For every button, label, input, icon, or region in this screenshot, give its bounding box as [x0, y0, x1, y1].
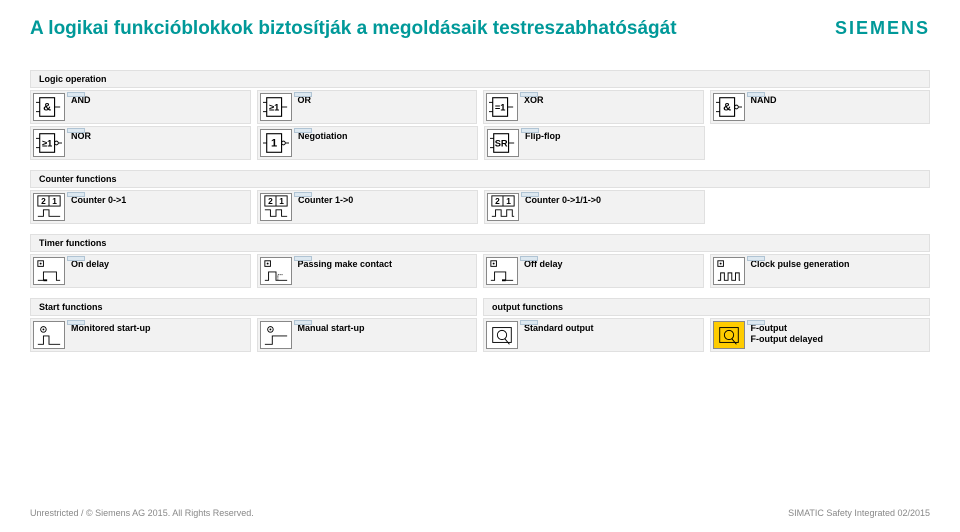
- svg-text:&: &: [43, 102, 51, 114]
- section-timer: Timer functions On delay Passing make co…: [30, 234, 930, 288]
- block-negotiation: 1 Negotiation: [257, 126, 478, 160]
- block-flipflop: SR Flip-flop: [484, 126, 705, 160]
- block-nor: ≥1 NOR: [30, 126, 251, 160]
- svg-text:2: 2: [268, 196, 273, 206]
- block-on-delay: On delay: [30, 254, 251, 288]
- section-header-counter: Counter functions: [30, 170, 930, 188]
- passing-make-icon: [260, 257, 292, 285]
- section-header-timer: Timer functions: [30, 234, 930, 252]
- section-start: Start functions Monitored start-up Manua…: [30, 298, 477, 352]
- footer-product: SIMATIC Safety Integrated 02/2015: [788, 508, 930, 518]
- label-clock-pulse: Clock pulse generation: [751, 257, 850, 270]
- label-passing-make: Passing make contact: [298, 257, 393, 270]
- svg-text:2: 2: [41, 196, 46, 206]
- xor-icon: =1: [486, 93, 518, 121]
- block-standard-output: Standard output: [483, 318, 704, 352]
- block-clock-pulse: Clock pulse generation: [710, 254, 931, 288]
- on-delay-icon: [33, 257, 65, 285]
- section-header-logic: Logic operation: [30, 70, 930, 88]
- block-counter-10: 21 Counter 1->0: [257, 190, 478, 224]
- counter-01-icon: 21: [33, 193, 65, 221]
- block-or: ≥1 OR: [257, 90, 478, 124]
- footer-copyright: Unrestricted / © Siemens AG 2015. All Ri…: [30, 508, 254, 518]
- siemens-logo: SIEMENS: [835, 18, 930, 39]
- and-icon: &: [33, 93, 65, 121]
- svg-text:≥1: ≥1: [42, 139, 52, 149]
- svg-text:1: 1: [271, 138, 277, 150]
- svg-text:1: 1: [279, 196, 284, 206]
- block-f-output: F-output F-output delayed: [710, 318, 931, 352]
- counter-0110-icon: 21: [487, 193, 519, 221]
- block-passing-make: Passing make contact: [257, 254, 478, 288]
- block-monitored-start: Monitored start-up: [30, 318, 251, 352]
- flipflop-icon: SR: [487, 129, 519, 157]
- empty-cell: [711, 190, 930, 224]
- nand-icon: &: [713, 93, 745, 121]
- svg-text:1: 1: [52, 196, 57, 206]
- negotiation-icon: 1: [260, 129, 292, 157]
- svg-text:=1: =1: [495, 103, 506, 113]
- block-xor: =1 XOR: [483, 90, 704, 124]
- svg-text:&: &: [723, 102, 731, 114]
- section-logic: Logic operation & AND ≥1 OR =1 XOR &: [30, 70, 930, 160]
- section-header-start: Start functions: [30, 298, 477, 316]
- empty-cell: [711, 126, 930, 160]
- block-and: & AND: [30, 90, 251, 124]
- manual-start-icon: [260, 321, 292, 349]
- section-header-output: output functions: [483, 298, 930, 316]
- clock-pulse-icon: [713, 257, 745, 285]
- f-output-icon: [713, 321, 745, 349]
- page-title: A logikai funkcióblokkok biztosítják a m…: [30, 18, 730, 40]
- block-off-delay: Off delay: [483, 254, 704, 288]
- monitored-start-icon: [33, 321, 65, 349]
- or-icon: ≥1: [260, 93, 292, 121]
- off-delay-icon: [486, 257, 518, 285]
- nor-icon: ≥1: [33, 129, 65, 157]
- section-output: output functions Standard output F-outpu…: [483, 298, 930, 352]
- block-counter-0110: 21 Counter 0->1/1->0: [484, 190, 705, 224]
- svg-text:≥1: ≥1: [269, 103, 279, 113]
- counter-10-icon: 21: [260, 193, 292, 221]
- svg-text:1: 1: [506, 196, 511, 206]
- standard-output-icon: [486, 321, 518, 349]
- svg-text:SR: SR: [495, 139, 508, 149]
- block-nand: & NAND: [710, 90, 931, 124]
- section-counter: Counter functions 21 Counter 0->1 21 Cou…: [30, 170, 930, 224]
- svg-text:2: 2: [495, 196, 500, 206]
- block-manual-start: Manual start-up: [257, 318, 478, 352]
- block-counter-01: 21 Counter 0->1: [30, 190, 251, 224]
